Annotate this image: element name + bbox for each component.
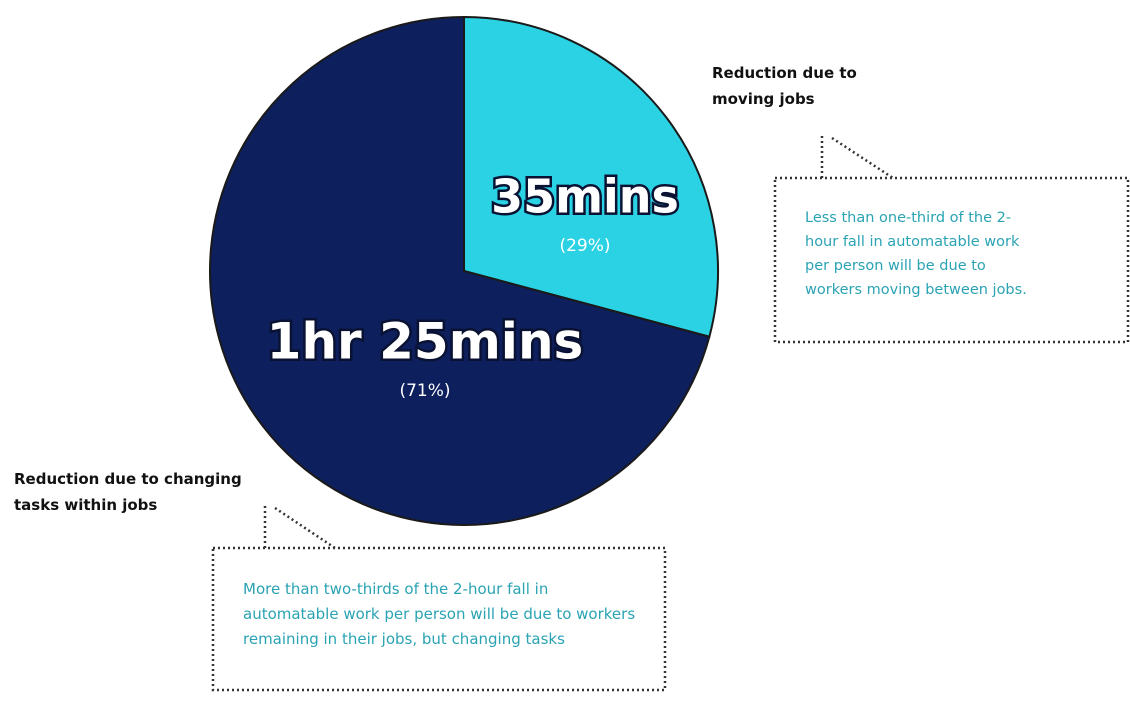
annotation: Less than one-third of the 2-hour fall i… [805,210,1027,298]
annotation: More than two-thirds of the 2-hour fall … [243,580,636,648]
callout-pointer [263,506,336,550]
category-label: Reduction due to changing tasks within j… [14,470,242,514]
pie-slice [463,15,719,338]
percent-label: (71%) [399,381,450,401]
callout-pointer [820,136,894,180]
pie-slice [209,15,711,526]
callout-box [211,546,667,692]
callout-box [773,176,1130,344]
value-label: 35mins [491,170,679,224]
value-label: 1hr 25mins [267,313,584,371]
category-label: Reduction due to moving jobs [712,64,857,108]
percent-label: (29%) [559,236,610,256]
